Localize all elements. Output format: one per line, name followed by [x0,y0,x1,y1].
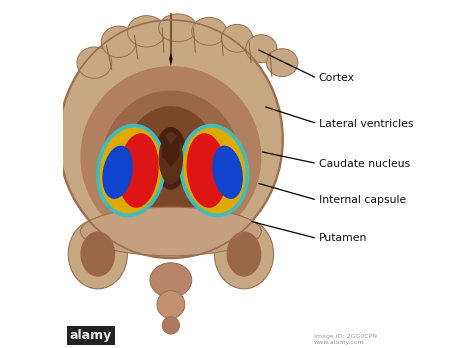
Ellipse shape [96,124,166,217]
Text: Image ID: 2GG0CPN
www.alamy.com: Image ID: 2GG0CPN www.alamy.com [314,334,376,345]
Ellipse shape [246,35,277,63]
Text: Caudate nucleus: Caudate nucleus [319,159,410,168]
Ellipse shape [100,128,162,213]
Polygon shape [162,132,180,167]
Ellipse shape [128,16,165,47]
Polygon shape [169,52,173,66]
Ellipse shape [159,132,183,184]
Ellipse shape [214,219,273,289]
Ellipse shape [81,207,261,256]
Ellipse shape [159,14,197,42]
Ellipse shape [81,231,115,277]
Ellipse shape [212,145,243,199]
Ellipse shape [101,90,240,237]
Ellipse shape [162,317,180,334]
Ellipse shape [150,263,192,298]
Ellipse shape [77,47,112,78]
Ellipse shape [157,291,185,318]
Ellipse shape [101,26,136,57]
Text: Internal capsule: Internal capsule [319,195,406,205]
Ellipse shape [187,133,227,208]
Ellipse shape [68,219,128,289]
Ellipse shape [60,21,282,258]
Ellipse shape [81,66,261,247]
Ellipse shape [192,17,227,45]
Ellipse shape [122,106,219,228]
Ellipse shape [179,124,249,217]
Polygon shape [155,127,187,190]
Text: Cortex: Cortex [319,73,355,83]
Ellipse shape [221,24,253,52]
Ellipse shape [118,133,159,208]
Ellipse shape [266,49,298,77]
Ellipse shape [154,127,188,190]
Text: Putamen: Putamen [319,234,367,243]
Text: Lateral ventricles: Lateral ventricles [319,119,413,128]
Ellipse shape [227,231,261,277]
Ellipse shape [102,145,133,199]
Text: alamy: alamy [70,329,112,342]
Ellipse shape [183,128,246,213]
